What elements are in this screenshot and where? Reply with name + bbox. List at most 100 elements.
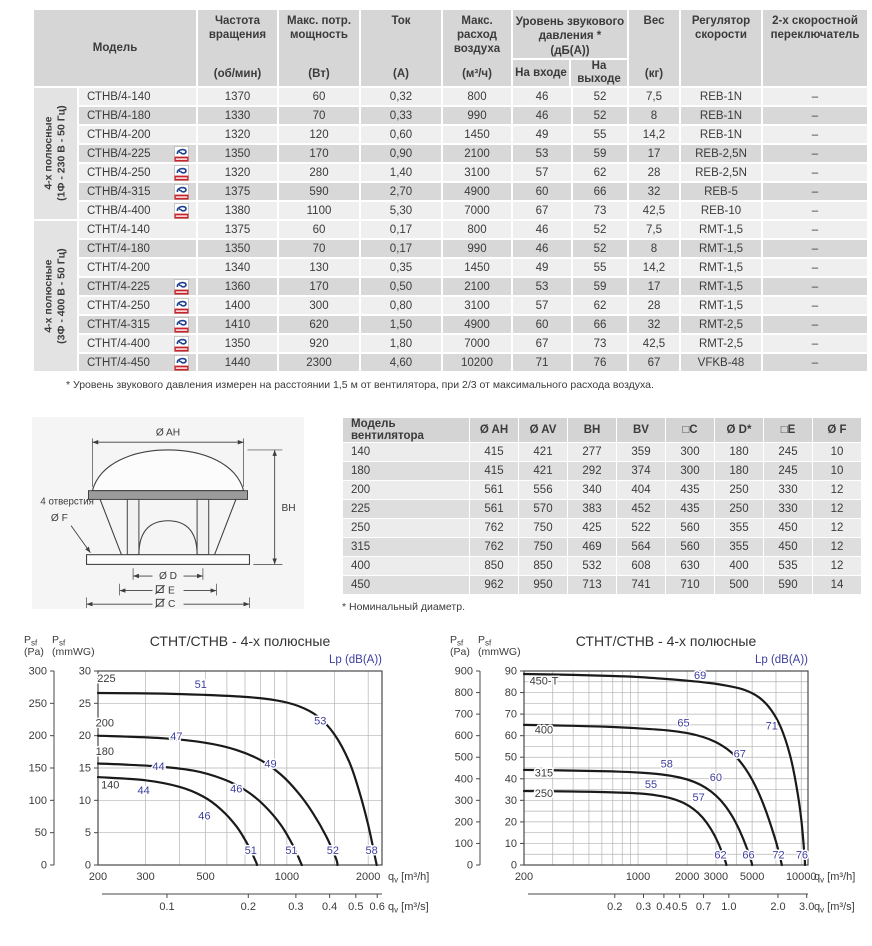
dim-value-cell: 355 — [715, 538, 763, 556]
group-label: 4-х полюсные (3Ф - 400 В - 50 Гц) — [34, 221, 77, 371]
dim-value-cell: 962 — [470, 576, 518, 594]
value-cell: 14,2 — [629, 259, 679, 276]
value-cell: 7,5 — [629, 221, 679, 238]
header-noise-outlet: На выходе — [569, 60, 627, 86]
header-noise-inlet: На входе — [515, 66, 567, 79]
value-cell: 60 — [513, 316, 571, 333]
value-cell: 0,80 — [361, 297, 441, 314]
dim-value-cell: 300 — [666, 443, 714, 461]
value-cell: 67 — [629, 354, 679, 371]
dim-value-cell: 225 — [343, 500, 469, 518]
value-cell: – — [763, 354, 867, 371]
value-cell: 1320 — [198, 126, 277, 143]
performance-table-header: Модель Частота вращения (об/мин) Макс. по… — [34, 10, 867, 86]
dim-value-cell: 12 — [813, 538, 861, 556]
dim-table-row: 200 561 556 340 404 435 250 330 12 — [343, 481, 861, 499]
model-name-cell: СТНВ/4-180 — [79, 107, 196, 124]
db-level-label: 53 — [314, 716, 326, 728]
db-level-label: 60 — [710, 772, 722, 784]
value-cell: 0,60 — [361, 126, 441, 143]
model-name: СТНТ/4-250 — [87, 299, 150, 312]
value-cell: – — [763, 126, 867, 143]
svg-text:500: 500 — [455, 752, 473, 764]
dim-value-cell: 500 — [715, 576, 763, 594]
svg-text:(mmWG): (mmWG) — [52, 646, 95, 658]
dim-header-cell: □C — [666, 418, 714, 442]
dim-value-cell: 435 — [666, 481, 714, 499]
svg-text:0: 0 — [511, 860, 517, 872]
value-cell: 46 — [513, 221, 571, 238]
table-row: СТНТ/4-200 1340 130 0,35 1450 49 55 14,2 RMT-1,5… — [34, 259, 867, 276]
dim-value-cell: 950 — [519, 576, 567, 594]
value-cell: REB-2,5N — [681, 164, 761, 181]
svg-text:150: 150 — [29, 763, 47, 775]
value-cell: 2300 — [279, 354, 359, 371]
curve-size-label: 250 — [535, 788, 553, 800]
svg-text:20: 20 — [79, 730, 91, 742]
value-cell: 1100 — [279, 202, 359, 219]
dim-value-cell: 12 — [813, 519, 861, 537]
dim-value-cell: 713 — [568, 576, 616, 594]
value-cell: 62 — [573, 164, 627, 181]
svg-text:5000: 5000 — [740, 871, 764, 883]
dim-value-cell: 404 — [617, 481, 665, 499]
value-cell: 1320 — [198, 164, 277, 181]
value-cell: 1375 — [198, 183, 277, 200]
db-level-label: 49 — [264, 758, 276, 770]
value-cell: 620 — [279, 316, 359, 333]
svg-text:100: 100 — [29, 795, 47, 807]
dim-value-cell: 560 — [666, 538, 714, 556]
dim-label-c: C — [168, 599, 175, 609]
svg-text:60: 60 — [505, 730, 517, 742]
dim-value-cell: 400 — [343, 557, 469, 575]
svg-text:Lp (dB(A)): Lp (dB(A)) — [755, 654, 808, 666]
svg-text:0.7: 0.7 — [696, 901, 711, 913]
value-cell: – — [763, 259, 867, 276]
dim-value-cell: 355 — [715, 519, 763, 537]
value-cell: 66 — [573, 316, 627, 333]
header-current: Ток (А) — [361, 10, 441, 86]
model-name-cell: СТНТ/4-200 — [79, 259, 196, 276]
db-level-label: 76 — [796, 850, 808, 862]
svg-text:2000: 2000 — [675, 871, 699, 883]
value-cell: 28 — [629, 297, 679, 314]
db-level-label: 44 — [152, 761, 164, 773]
svg-text:250: 250 — [29, 698, 47, 710]
db-level-label: 71 — [766, 721, 778, 733]
value-cell: 300 — [279, 297, 359, 314]
value-cell: – — [763, 145, 867, 162]
value-cell: – — [763, 183, 867, 200]
square-dim-symbol-icon — [155, 598, 165, 608]
dim-header-cell: BV — [617, 418, 665, 442]
value-cell: 990 — [443, 240, 511, 257]
dim-table-row: 225 561 570 383 452 435 250 330 12 — [343, 500, 861, 518]
dim-table-row: 450 962 950 713 741 710 500 590 14 — [343, 576, 861, 594]
model-name-cell: СТНТ/4-250 — [79, 297, 196, 314]
dim-value-cell: 12 — [813, 557, 861, 575]
dim-value-cell: 140 — [343, 443, 469, 461]
value-cell: 46 — [513, 88, 571, 105]
dimension-table-header: Модель вентилятора Ø AH Ø AV BH BV □C Ø D* □E Ø … — [343, 418, 861, 442]
dim-label-ah: Ø AH — [156, 427, 180, 438]
dim-value-cell: 532 — [568, 557, 616, 575]
value-cell: REB-1N — [681, 126, 761, 143]
noise-footnote: * Уровень звукового давления измерен на … — [66, 379, 654, 391]
header-switch: 2-х скоростной переключатель — [763, 10, 867, 86]
dim-label-holes: 4 отверстия — [40, 496, 93, 507]
dim-value-cell: 250 — [715, 481, 763, 499]
model-name: СТНТ/4-140 — [87, 223, 150, 236]
erp-badge-icon — [174, 202, 189, 219]
db-level-label: 69 — [694, 670, 706, 682]
square-dim-symbol-icon — [155, 584, 165, 595]
value-cell: RMT-1,5 — [681, 297, 761, 314]
value-cell: 53 — [513, 278, 571, 295]
dim-value-cell: 425 — [568, 519, 616, 537]
value-cell: 0,50 — [361, 278, 441, 295]
db-level-label: 51 — [285, 845, 297, 857]
value-cell: VFKB-48 — [681, 354, 761, 371]
model-name-cell: СТНВ/4-315 — [79, 183, 196, 200]
dim-value-cell: 750 — [519, 538, 567, 556]
svg-text:15: 15 — [79, 763, 91, 775]
value-cell: RMT-1,5 — [681, 240, 761, 257]
value-cell: 170 — [279, 145, 359, 162]
